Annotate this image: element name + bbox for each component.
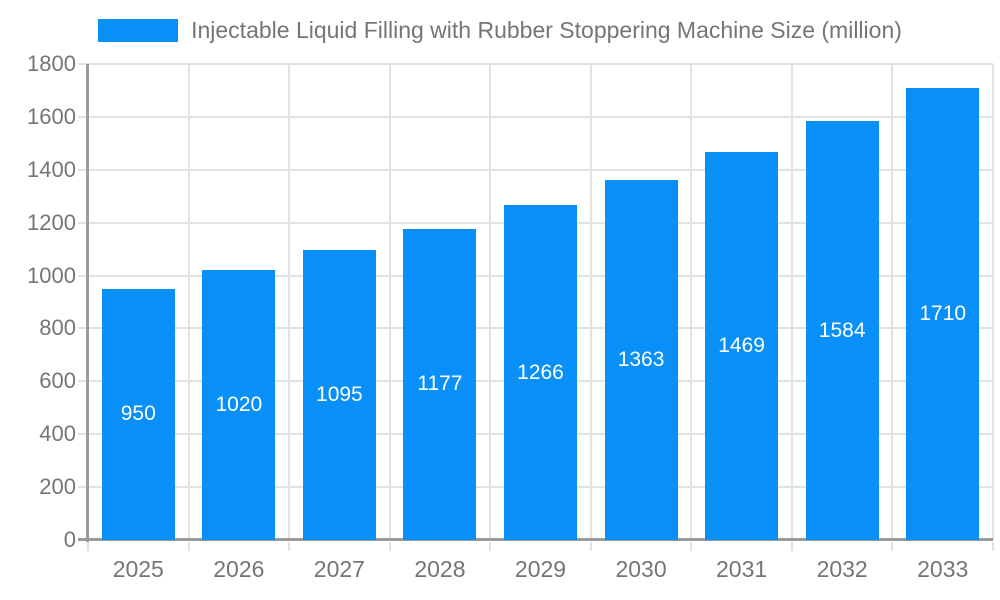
x-axis-tick-label: 2031 — [716, 556, 768, 582]
x-axis-tick-label: 2026 — [213, 556, 265, 582]
h-gridline — [88, 115, 993, 118]
x-axis-tick — [87, 542, 89, 551]
x-axis-tick — [891, 542, 894, 551]
y-axis-tick — [78, 168, 88, 171]
x-axis-tick-label: 2028 — [414, 556, 466, 582]
v-gridline — [589, 64, 592, 540]
y-axis-tick — [78, 221, 88, 224]
bar[interactable]: 1363 — [604, 179, 678, 540]
bar-value-label: 1177 — [417, 372, 463, 396]
legend-item[interactable]: Injectable Liquid Filling with Rubber St… — [0, 13, 1000, 47]
x-axis-tick — [388, 542, 391, 551]
x-axis-tick-label: 2029 — [514, 556, 567, 582]
bar-value-label: 1584 — [818, 318, 866, 342]
bar[interactable]: 1710 — [906, 87, 980, 540]
x-axis-tick — [992, 542, 994, 551]
y-axis-tick-label: 1200 — [27, 209, 76, 235]
bar-value-label: 1095 — [316, 383, 363, 407]
x-axis-tick-label: 2030 — [615, 556, 667, 582]
v-gridline — [790, 64, 793, 540]
v-gridline — [690, 64, 693, 540]
v-gridline — [288, 64, 291, 540]
y-axis-tick — [78, 486, 88, 489]
x-axis-tick — [288, 542, 291, 551]
y-axis-tick — [78, 327, 88, 330]
y-axis-tick-label: 0 — [63, 527, 76, 552]
v-gridline — [891, 64, 894, 540]
legend-swatch-icon — [98, 18, 179, 42]
h-gridline — [88, 168, 993, 171]
y-axis-tick — [78, 274, 88, 277]
bar-value-label: 950 — [120, 402, 156, 426]
x-axis-tick — [489, 542, 492, 551]
bar[interactable]: 950 — [101, 288, 175, 540]
v-gridline — [388, 64, 391, 540]
y-axis-tick-label: 1800 — [27, 51, 76, 76]
legend-label: Injectable Liquid Filling with Rubber St… — [191, 17, 902, 43]
y-axis-tick-label: 800 — [39, 315, 76, 341]
x-axis-tick — [690, 542, 693, 551]
x-axis-tick — [790, 542, 793, 551]
y-axis-tick-label: 1600 — [27, 103, 76, 129]
bar-value-label: 1710 — [919, 301, 967, 325]
bar[interactable]: 1020 — [202, 270, 276, 540]
y-axis-tick-label: 200 — [39, 474, 76, 500]
bar[interactable]: 1584 — [805, 121, 879, 540]
y-axis-tick — [78, 63, 88, 65]
x-axis-tick-label: 2033 — [917, 556, 969, 582]
bar[interactable]: 1177 — [403, 228, 477, 540]
bar-value-label: 1266 — [517, 360, 564, 384]
bar-value-label: 1020 — [215, 393, 263, 417]
y-axis-line — [86, 64, 89, 542]
bar[interactable]: 1469 — [705, 151, 779, 540]
bar-value-label: 1363 — [617, 347, 665, 371]
bar[interactable]: 1095 — [302, 250, 376, 540]
y-axis-tick-label: 400 — [39, 421, 76, 447]
x-axis-tick — [589, 542, 592, 551]
bar-value-label: 1469 — [718, 333, 765, 357]
x-axis-tick-label: 2032 — [816, 556, 868, 582]
y-axis-tick — [78, 115, 88, 118]
x-axis-tick-label: 2025 — [112, 556, 164, 582]
y-axis-tick — [78, 380, 88, 383]
y-axis-tick-label: 1400 — [27, 156, 76, 182]
y-axis-tick — [78, 433, 88, 436]
x-axis-tick-label: 2027 — [313, 556, 365, 582]
v-gridline — [992, 64, 994, 540]
y-axis-tick-label: 600 — [39, 368, 76, 394]
y-axis-tick-label: 1000 — [27, 262, 76, 288]
bar[interactable]: 1266 — [504, 205, 577, 540]
v-gridline — [187, 64, 190, 540]
v-gridline — [489, 64, 492, 540]
h-gridline — [88, 63, 993, 65]
x-axis-tick — [187, 542, 190, 551]
